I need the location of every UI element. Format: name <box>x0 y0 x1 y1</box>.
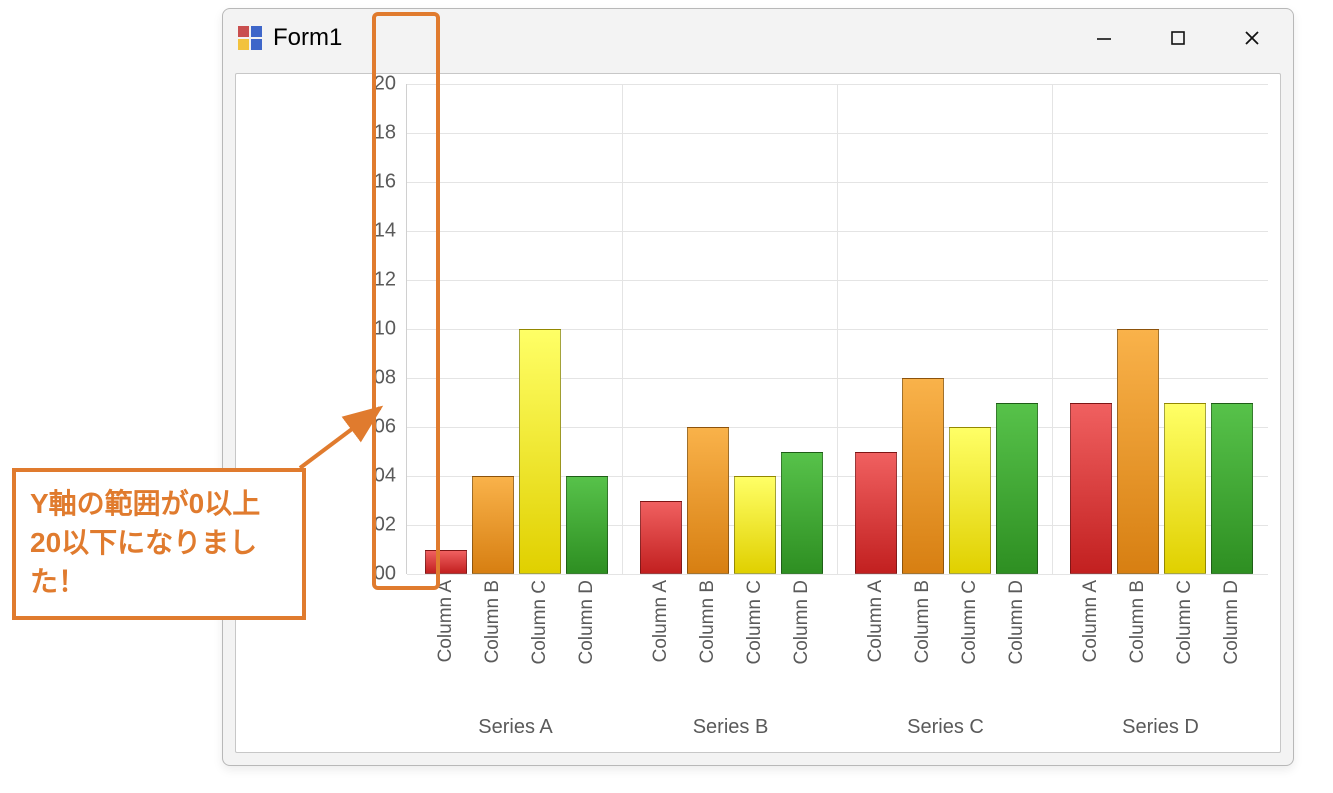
gridline <box>407 574 1268 575</box>
series-label: Series C <box>907 716 984 739</box>
y-tick-label: 14 <box>374 220 396 243</box>
stage: Form1 00 02 04 06 08 10 12 14 16 18 20 <box>0 0 1333 793</box>
group-separator <box>622 84 623 574</box>
minimize-button[interactable] <box>1067 9 1141 67</box>
column-label: Column D <box>1221 580 1243 664</box>
column-label: Column C <box>744 580 766 664</box>
y-tick-label: 02 <box>374 514 396 537</box>
column-label: Column B <box>912 580 934 663</box>
bar <box>855 452 897 575</box>
y-tick-label: 12 <box>374 269 396 292</box>
y-tick-label: 18 <box>374 122 396 145</box>
bar <box>996 403 1038 575</box>
bar <box>425 550 467 575</box>
bar <box>640 501 682 575</box>
bar-chart <box>406 84 1268 574</box>
bar <box>949 427 991 574</box>
y-tick-label: 10 <box>374 318 396 341</box>
series-label: Series B <box>693 716 769 739</box>
column-label: Column A <box>650 580 672 662</box>
bar <box>687 427 729 574</box>
y-tick-label: 04 <box>374 465 396 488</box>
bar <box>734 476 776 574</box>
bar <box>1164 403 1206 575</box>
bar <box>902 378 944 574</box>
column-label: Column C <box>959 580 981 664</box>
bar <box>566 476 608 574</box>
titlebar[interactable]: Form1 <box>223 9 1293 67</box>
app-icon <box>237 25 263 51</box>
column-label: Column C <box>1174 580 1196 664</box>
bar <box>781 452 823 575</box>
y-tick-label: 00 <box>374 563 396 586</box>
y-tick-label: 08 <box>374 367 396 390</box>
column-label: Column B <box>482 580 504 663</box>
close-button[interactable] <box>1215 9 1289 67</box>
annotation-callout: Y軸の範囲が0以上20以下になりました！ <box>12 468 306 620</box>
y-axis-labels: 0002040608101214161820 <box>354 84 404 574</box>
window-title: Form1 <box>273 24 1067 52</box>
window-controls <box>1067 9 1289 67</box>
series-label: Series A <box>478 716 552 739</box>
column-label: Column D <box>791 580 813 664</box>
bar <box>472 476 514 574</box>
app-window: Form1 00 02 04 06 08 10 12 14 16 18 20 <box>222 8 1294 766</box>
series-label: Series D <box>1122 716 1199 739</box>
column-label: Column C <box>529 580 551 664</box>
bar <box>1070 403 1112 575</box>
column-label: Column D <box>1006 580 1028 664</box>
column-label: Column A <box>435 580 457 662</box>
y-tick-label: 06 <box>374 416 396 439</box>
chart-panel: 00 02 04 06 08 10 12 14 16 18 20 Column A Column B C… <box>235 73 1281 753</box>
column-label: Column D <box>576 580 598 664</box>
annotation-text: Y軸の範囲が0以上20以下になりました！ <box>30 484 288 602</box>
maximize-button[interactable] <box>1141 9 1215 67</box>
bar <box>1211 403 1253 575</box>
column-label: Column B <box>697 580 719 663</box>
column-label: Column A <box>1080 580 1102 662</box>
group-separator <box>837 84 838 574</box>
column-label: Column A <box>865 580 887 662</box>
y-tick-label: 20 <box>374 73 396 96</box>
bar <box>519 329 561 574</box>
y-tick-label: 16 <box>374 171 396 194</box>
group-separator <box>1052 84 1053 574</box>
bar <box>1117 329 1159 574</box>
column-label: Column B <box>1127 580 1149 663</box>
